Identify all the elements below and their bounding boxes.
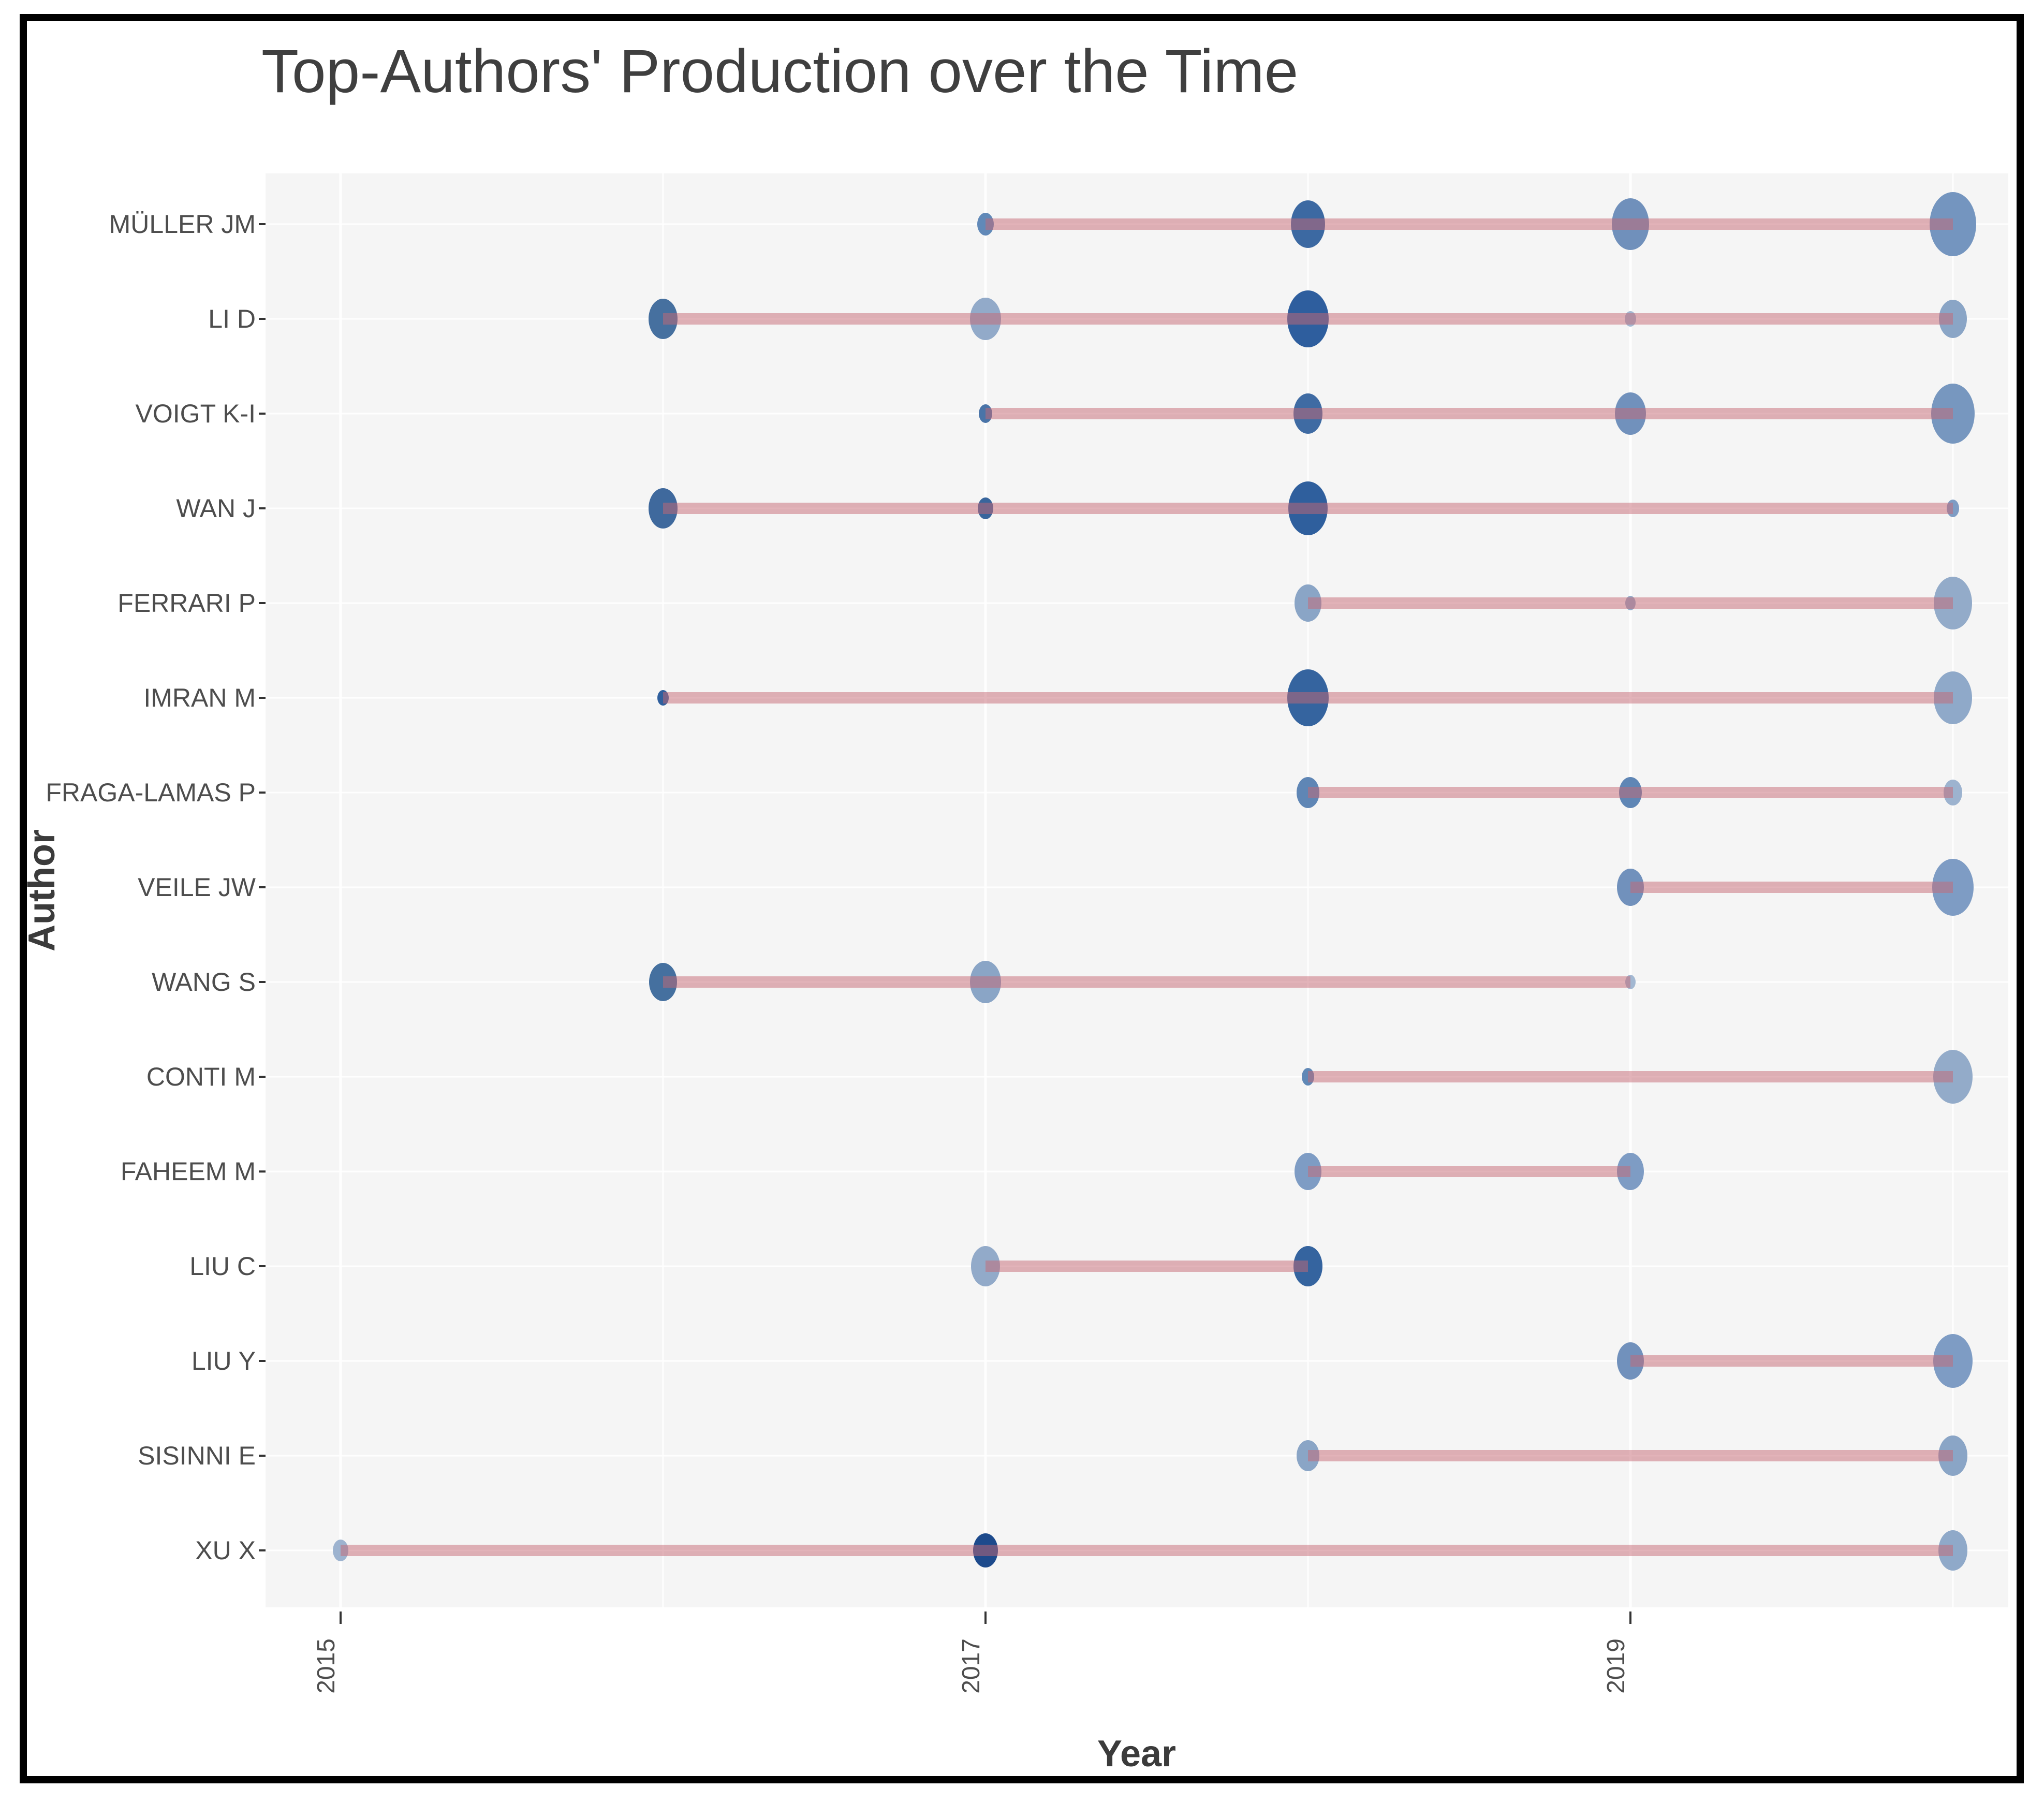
author-label: CONTI M (146, 1062, 256, 1091)
x-axis-title: Year (1097, 1733, 1176, 1775)
x-tick-label: 2015 (313, 1638, 340, 1694)
author-label: WANG S (152, 968, 256, 997)
axes: MÜLLER JM LI D VOIGT K-I WAN J FERRARI P IMRA… (46, 210, 1631, 1694)
author-label: XU X (195, 1536, 256, 1565)
author-label: FRAGA-LAMAS P (46, 778, 256, 807)
author-label: FAHEEM M (121, 1157, 256, 1186)
author-label: WAN J (176, 494, 256, 523)
author-label: MÜLLER JM (109, 210, 256, 239)
x-tick-label: 2017 (958, 1638, 985, 1694)
author-label: VOIGT K-I (136, 399, 256, 428)
timeline-lines (341, 218, 1953, 1556)
author-label: FERRARI P (117, 589, 256, 618)
author-label: VEILE JW (138, 873, 256, 902)
chart-title: Top-Authors' Production over the Time (261, 37, 1298, 106)
author-label: LIU C (189, 1252, 256, 1281)
author-label: IMRAN M (143, 683, 256, 712)
x-tick-label: 2019 (1602, 1638, 1630, 1694)
author-label: LIU Y (192, 1346, 256, 1375)
y-axis-title: Author (21, 829, 63, 951)
author-label: LI D (208, 304, 256, 333)
author-label: SISINNI E (138, 1441, 256, 1470)
